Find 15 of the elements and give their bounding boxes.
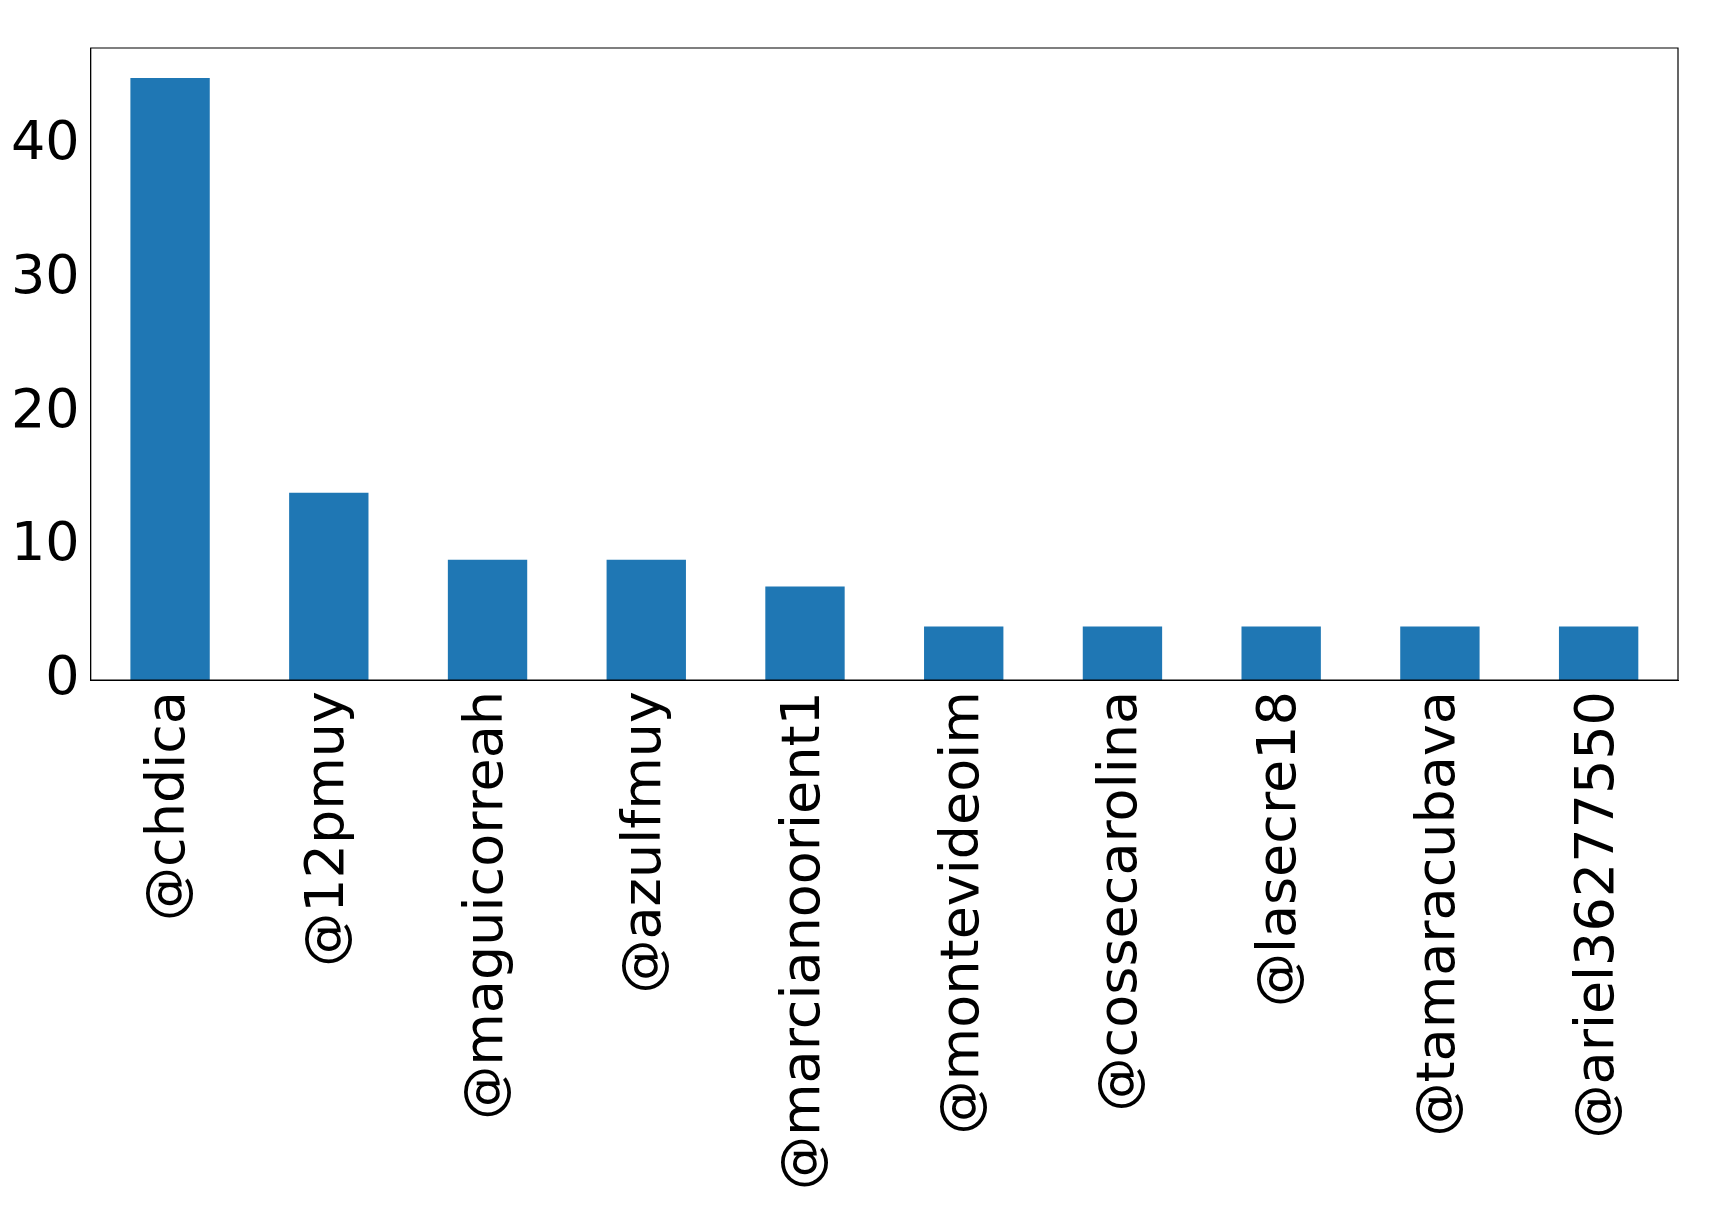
y-tick-label: 40 (10, 109, 80, 173)
x-tick-label: @montevideoim (927, 691, 991, 1135)
x-tick-label: @chdica (134, 691, 198, 922)
x-tick-label: @12pmuy (292, 691, 356, 967)
y-tick-label: 20 (10, 376, 80, 440)
y-tick-label: 0 (45, 644, 80, 708)
x-tick-label: @cossecarolina (1086, 691, 1150, 1112)
x-tick-label: @azulfmuy (610, 691, 674, 994)
x-tick-label: @lasecre18 (1245, 691, 1309, 1008)
x-tick-label: @maguicorreah (451, 691, 515, 1120)
x-tick-label: @tamaracubava (1403, 691, 1467, 1137)
y-tick-label: 10 (10, 510, 80, 574)
x-tick-label: @marcianoorient1 (769, 691, 833, 1191)
y-tick-label: 30 (10, 242, 80, 306)
x-tick-label: @ariel36277550 (1562, 691, 1626, 1139)
